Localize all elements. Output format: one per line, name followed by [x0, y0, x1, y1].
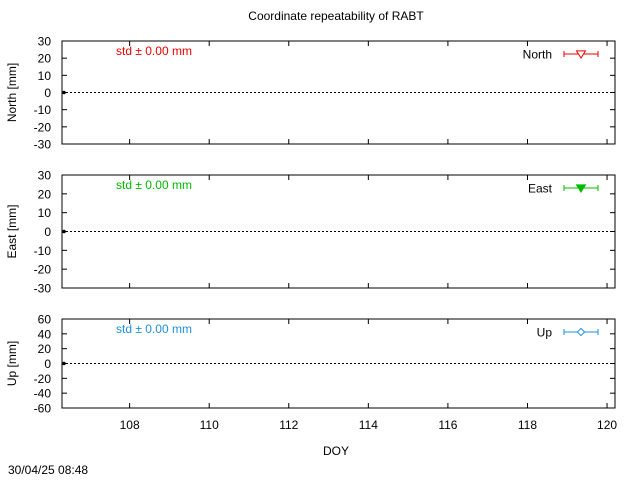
y-tick-label-north: -30 — [34, 138, 52, 152]
y-tick-label-up: -20 — [34, 372, 52, 386]
x-tick-label: 112 — [279, 418, 298, 432]
x-tick-label: 114 — [359, 418, 378, 432]
y-tick-label-north: -10 — [34, 103, 52, 117]
y-tick-label-east: 20 — [38, 187, 52, 201]
legend-label-east: East — [528, 182, 553, 196]
chart-title: Coordinate repeatability of RABT — [248, 9, 424, 23]
y-tick-label-east: 30 — [38, 169, 52, 183]
std-label-north: std ± 0.00 mm — [116, 44, 192, 58]
std-label-east: std ± 0.00 mm — [116, 178, 192, 192]
y-tick-label-up: 0 — [44, 357, 51, 371]
panel-east: 30 20 10 0 -10 -20 -30 East [mm] std ± 0.00 mm Ea… — [5, 169, 616, 296]
legend-label-up: Up — [537, 326, 553, 340]
y-tick-label-north: 30 — [38, 35, 52, 49]
legend-label-north: North — [523, 48, 552, 62]
x-tick-label: 108 — [120, 418, 140, 432]
y-axis-label-north: North [mm] — [5, 63, 19, 122]
panels: 30 20 10 0 -10 -20 -30 North [mm] std ± 0.00 mm N… — [5, 35, 617, 433]
data-point-east — [62, 229, 66, 234]
panel-north: 30 20 10 0 -10 -20 -30 North [mm] std ± 0.00 mm N… — [5, 35, 616, 152]
y-tick-label-north: 0 — [44, 86, 51, 100]
x-tick-label: 116 — [438, 418, 457, 432]
y-tick-label-east: -20 — [34, 263, 52, 277]
x-tick-label: 110 — [200, 418, 219, 432]
y-tick-label-east: -30 — [34, 282, 52, 296]
y-tick-label-up: -40 — [34, 387, 52, 401]
timestamp: 30/04/25 08:48 — [8, 463, 88, 477]
y-tick-label-up: 40 — [38, 327, 52, 341]
x-tick-label: 120 — [597, 418, 617, 432]
data-point-up — [62, 361, 66, 366]
y-tick-label-north: 20 — [38, 52, 52, 66]
y-axis-label-east: East [mm] — [5, 204, 19, 258]
std-label-up: std ± 0.00 mm — [116, 322, 192, 336]
y-tick-label-east: -10 — [34, 244, 52, 258]
y-tick-label-up: -60 — [34, 402, 52, 416]
x-tick-label: 118 — [518, 418, 537, 432]
legend-marker-up — [576, 327, 586, 337]
y-tick-label-up: 60 — [38, 313, 52, 327]
y-tick-label-north: 10 — [38, 69, 52, 83]
y-tick-label-east: 10 — [38, 206, 52, 220]
y-tick-label-east: 0 — [44, 225, 51, 239]
y-axis-label-up: Up [mm] — [5, 341, 19, 386]
x-axis-label: DOY — [323, 444, 349, 458]
legend-marker-east — [575, 184, 587, 193]
y-tick-label-up: 20 — [38, 342, 52, 356]
y-tick-label-north: -20 — [34, 120, 52, 134]
legend-marker-north — [575, 50, 587, 59]
data-point-north — [62, 90, 66, 95]
